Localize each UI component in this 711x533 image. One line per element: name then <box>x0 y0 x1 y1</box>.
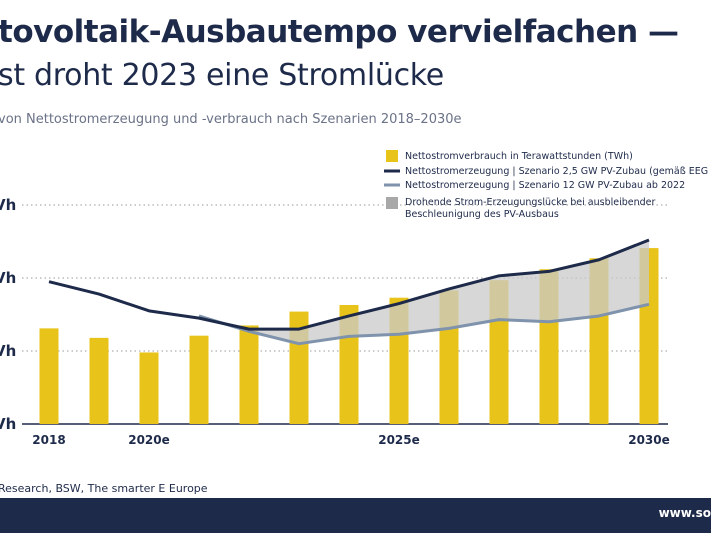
y-tick-label: Vh <box>0 269 16 287</box>
footer-url: www.so <box>658 506 711 520</box>
x-tick-label: 2030e <box>628 433 670 447</box>
bar-consumption-2019 <box>89 337 109 424</box>
bar-consumption-2020 <box>139 352 159 424</box>
legend-label-consumption: Nettostromverbrauch in Terawattstunden (… <box>405 151 633 162</box>
bar-consumption-2022 <box>239 325 259 424</box>
line-scenario-2-5gw <box>48 238 650 331</box>
chart-title-line-1: tovoltaik-Ausbautempo vervielfachen — <box>0 14 679 50</box>
legend-swatch-consumption <box>386 150 398 162</box>
x-tick-label: 2020e <box>128 433 170 447</box>
y-tick-label: Vh <box>0 342 16 360</box>
x-tick-label: 2018 <box>32 433 65 447</box>
source-note: Research, BSW, The smarter E Europe <box>0 482 208 495</box>
line-scenario-12gw <box>198 302 650 346</box>
legend-label-scenario-2-5gw: Nettostromerzeugung | Szenario 2,5 GW PV… <box>405 166 711 177</box>
chart-title-line-2: st droht 2023 eine Stromlücke <box>0 58 444 93</box>
legend-label-gap-line-1: Drohende Strom-Erzeugungslücke bei ausbl… <box>405 197 656 208</box>
area-generation-gap <box>199 240 649 344</box>
y-tick-label: Vh <box>0 415 16 433</box>
x-tick-label: 2025e <box>378 433 420 447</box>
chart-subtitle: von Nettostromerzeugung und -verbrauch n… <box>0 112 462 127</box>
y-tick-label: Vh <box>0 196 16 214</box>
footer-bar <box>0 498 711 533</box>
bar-consumption-2018 <box>39 328 59 424</box>
legend-swatch-gap <box>386 197 398 209</box>
legend-label-scenario-12gw: Nettostromerzeugung | Szenario 12 GW PV-… <box>405 180 685 191</box>
legend-label-gap-line-2: Beschleunigung des PV-Ausbaus <box>405 209 559 220</box>
bar-consumption-2021 <box>189 335 209 424</box>
